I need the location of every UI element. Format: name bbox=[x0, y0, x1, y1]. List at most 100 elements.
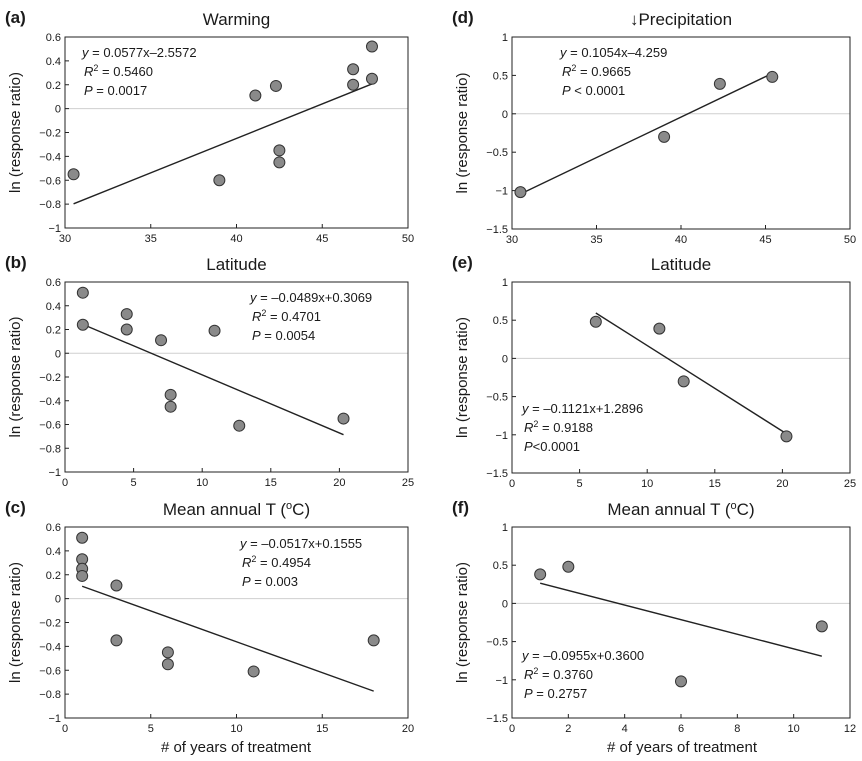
plot-frame bbox=[64, 526, 409, 719]
data-point bbox=[233, 419, 246, 432]
equation-variable: y bbox=[249, 290, 258, 305]
y-tick-label: −0.6 bbox=[39, 665, 61, 677]
y-tick-label: −1 bbox=[495, 186, 508, 198]
regression-line bbox=[73, 83, 373, 205]
data-point bbox=[76, 318, 89, 331]
y-tick-label: 0.5 bbox=[493, 560, 508, 572]
data-point bbox=[658, 130, 671, 143]
r-squared-number: = 0.9665 bbox=[576, 64, 631, 79]
x-tick-label: 35 bbox=[590, 234, 602, 246]
y-tick-label: 0.4 bbox=[46, 56, 61, 68]
squared-superscript: 2 bbox=[571, 63, 576, 73]
chart-panel-c: 0.60.40.20−0.2−0.4−0.6−0.8−10 5 10 15 20(c) M… bbox=[5, 498, 414, 735]
r-symbol: R bbox=[524, 420, 533, 435]
y-tick-label: −1.5 bbox=[486, 713, 508, 725]
data-point bbox=[269, 79, 282, 92]
data-point bbox=[713, 77, 726, 90]
r-squared-number: = 0.3760 bbox=[538, 667, 593, 682]
panel-title: Latitude bbox=[651, 255, 712, 274]
data-point bbox=[337, 412, 350, 425]
panel-label: (a) bbox=[5, 8, 26, 27]
x-tick-label: 10 bbox=[788, 723, 800, 735]
r-squared-value: R2 = 0.9188 bbox=[524, 419, 593, 435]
data-point bbox=[273, 144, 286, 157]
y-tick-label: −1.5 bbox=[486, 468, 508, 480]
degree-superscript: o bbox=[731, 500, 737, 512]
y-tick-label: 1 bbox=[502, 277, 508, 289]
x-tick-label: 10 bbox=[641, 478, 653, 490]
xlabel-left: # of years of treatment bbox=[161, 739, 312, 756]
data-point bbox=[110, 579, 123, 592]
data-point bbox=[653, 322, 666, 335]
x-tick-label: 0 bbox=[62, 477, 68, 489]
x-tick-label: 0 bbox=[509, 478, 515, 490]
data-point bbox=[534, 568, 547, 581]
x-tick-label: 6 bbox=[678, 723, 684, 735]
y-tick-label: −0.4 bbox=[39, 396, 61, 408]
p-symbol: P bbox=[524, 439, 533, 454]
y-tick-label: 1 bbox=[502, 522, 508, 534]
regression-equation: y = –0.0517x+0.1555 bbox=[239, 536, 362, 551]
x-tick-label: 45 bbox=[759, 234, 771, 246]
p-symbol: P bbox=[524, 686, 533, 701]
squared-superscript: 2 bbox=[251, 554, 256, 564]
y-tick-label: 0.6 bbox=[46, 32, 61, 44]
data-point bbox=[164, 388, 177, 401]
x-tick-label: 10 bbox=[196, 477, 208, 489]
y-tick-label: −1 bbox=[48, 223, 61, 235]
data-point bbox=[164, 400, 177, 413]
regression-line bbox=[81, 585, 374, 692]
equation-variable: y bbox=[521, 401, 530, 416]
y-axis-label: ln (response ratio) bbox=[454, 317, 471, 438]
equation-variable: y bbox=[239, 536, 248, 551]
y-tick-label: −1 bbox=[495, 430, 508, 442]
data-point bbox=[208, 324, 221, 337]
x-tick-label: 5 bbox=[577, 478, 583, 490]
panel-title: Mean annual T (oC) bbox=[607, 500, 754, 519]
r-squared-number: = 0.9188 bbox=[538, 420, 593, 435]
x-tick-label: 10 bbox=[230, 723, 242, 735]
data-point bbox=[67, 168, 80, 181]
squared-superscript: 2 bbox=[533, 666, 538, 676]
p-value: P<0.0001 bbox=[524, 439, 580, 454]
x-tick-label: 20 bbox=[402, 723, 414, 735]
x-tick-label: 15 bbox=[265, 477, 277, 489]
x-tick-label: 20 bbox=[333, 477, 345, 489]
regression-line bbox=[520, 72, 773, 195]
y-tick-label: −0.5 bbox=[486, 147, 508, 159]
data-point bbox=[247, 665, 260, 678]
regression-line bbox=[82, 323, 344, 436]
data-point bbox=[766, 70, 779, 83]
y-tick-label: 0.6 bbox=[46, 522, 61, 534]
data-point bbox=[675, 675, 687, 688]
y-axis-label: ln (response ratio) bbox=[454, 73, 471, 194]
p-symbol: P bbox=[252, 328, 261, 343]
y-tick-label: 0 bbox=[502, 598, 508, 610]
y-tick-label: 0.6 bbox=[46, 277, 61, 289]
p-value: P = 0.0017 bbox=[84, 83, 147, 98]
r-squared-value: R2 = 0.4954 bbox=[242, 554, 311, 570]
y-tick-label: −0.8 bbox=[39, 199, 61, 211]
panel-label: (d) bbox=[452, 8, 474, 27]
y-tick-label: 0.4 bbox=[46, 301, 61, 313]
data-point bbox=[365, 72, 378, 85]
y-tick-label: 0 bbox=[55, 594, 61, 606]
r-symbol: R bbox=[524, 667, 533, 682]
x-tick-label: 20 bbox=[776, 478, 788, 490]
x-tick-label: 15 bbox=[709, 478, 721, 490]
data-point bbox=[155, 334, 168, 347]
y-tick-label: 0 bbox=[502, 353, 508, 365]
p-symbol: P bbox=[242, 574, 251, 589]
chart-panel-b: 0.60.40.20−0.2−0.4−0.6−0.8−10 5 10 15 20 25(b… bbox=[5, 253, 414, 489]
squared-superscript: 2 bbox=[533, 419, 538, 429]
y-tick-label: 0.2 bbox=[46, 570, 61, 582]
x-tick-label: 50 bbox=[402, 233, 414, 245]
y-tick-label: 0.4 bbox=[46, 546, 61, 558]
x-tick-label: 12 bbox=[844, 723, 856, 735]
equation-variable: y bbox=[81, 45, 90, 60]
r-squared-number: = 0.4954 bbox=[256, 555, 311, 570]
y-tick-label: 0.5 bbox=[493, 315, 508, 327]
p-value: P < 0.0001 bbox=[562, 83, 625, 98]
